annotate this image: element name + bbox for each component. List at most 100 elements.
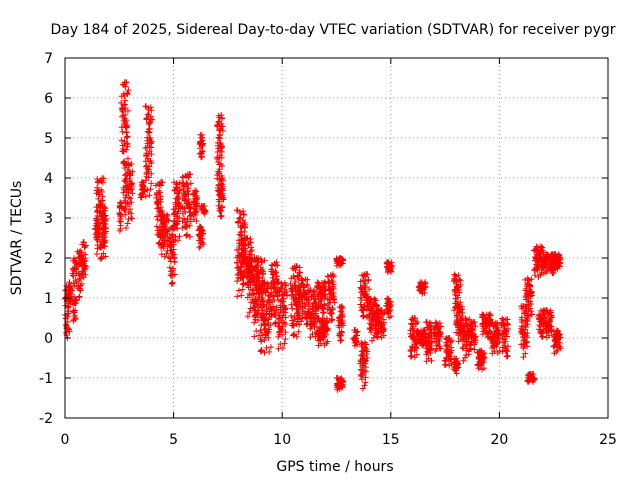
data-point [273, 259, 280, 266]
data-point [267, 321, 274, 328]
data-point [257, 256, 264, 263]
data-point [252, 266, 259, 273]
data-point [187, 213, 194, 220]
data-point [423, 319, 430, 326]
data-point [380, 310, 387, 317]
data-point [192, 209, 199, 216]
data-point [181, 215, 188, 222]
data-point [235, 287, 242, 294]
data-point [387, 313, 394, 320]
data-points [61, 79, 564, 393]
x-tick-label: 5 [169, 432, 178, 448]
data-point [422, 331, 429, 338]
data-point [149, 116, 156, 123]
data-point [129, 190, 136, 197]
data-point [129, 168, 136, 175]
data-point [290, 332, 297, 339]
data-point [279, 331, 286, 338]
data-point [298, 318, 305, 325]
data-point [329, 278, 336, 285]
data-point [370, 334, 377, 341]
data-point [181, 197, 188, 204]
data-point [220, 187, 227, 194]
data-point [219, 115, 226, 122]
data-point [170, 237, 177, 244]
data-point [457, 299, 464, 306]
data-point [215, 119, 222, 126]
data-point [200, 140, 207, 147]
data-point [452, 273, 459, 280]
data-point [266, 348, 273, 355]
data-point [272, 320, 279, 327]
data-point [353, 329, 360, 336]
data-point [260, 282, 267, 289]
data-point [364, 354, 371, 361]
data-point [454, 361, 461, 368]
data-point [324, 296, 331, 303]
data-point [198, 153, 205, 160]
data-point [522, 350, 529, 357]
data-point [187, 180, 194, 187]
data-point [317, 340, 324, 347]
data-point [542, 315, 549, 322]
data-point [281, 340, 288, 347]
data-point [117, 222, 124, 229]
data-point [148, 151, 155, 158]
data-point [458, 312, 465, 319]
data-point [73, 297, 80, 304]
data-point [531, 375, 538, 382]
data-point [153, 194, 160, 201]
data-point [244, 235, 251, 242]
data-point [251, 255, 258, 262]
data-point [176, 185, 183, 192]
data-point [69, 287, 76, 294]
data-point [175, 237, 182, 244]
data-point [363, 341, 370, 348]
data-point [542, 269, 549, 276]
data-point [557, 345, 564, 352]
data-point [242, 249, 249, 256]
data-point [148, 107, 155, 114]
data-point [326, 304, 333, 311]
data-point [311, 311, 318, 318]
data-point [263, 285, 270, 292]
data-point [503, 333, 510, 340]
data-point [102, 253, 109, 260]
data-point [218, 143, 225, 150]
data-point [264, 330, 271, 337]
data-point [320, 309, 327, 316]
data-point [124, 220, 131, 227]
data-point [122, 97, 129, 104]
data-point [123, 117, 130, 124]
data-point [321, 302, 328, 309]
data-point [102, 205, 109, 212]
data-point [127, 195, 134, 202]
y-tick-label: 4 [44, 171, 53, 187]
data-point [261, 257, 268, 264]
data-point [268, 292, 275, 299]
data-point [185, 196, 192, 203]
x-axis-label: GPS time / hours [276, 459, 393, 475]
data-point [290, 322, 297, 329]
data-point [294, 263, 301, 270]
data-point [354, 332, 361, 339]
data-point [282, 282, 289, 289]
data-point [274, 284, 281, 291]
data-point [248, 244, 255, 251]
data-point [454, 294, 461, 301]
data-point [185, 185, 192, 192]
data-point [539, 333, 546, 340]
data-point [526, 305, 533, 312]
data-point [496, 347, 503, 354]
data-point [463, 317, 470, 324]
axis-ticks: 0 5 10 15 20 25 -2 -1 0 1 2 3 4 5 6 7 [39, 51, 617, 448]
data-point [186, 233, 193, 240]
data-point [545, 310, 552, 317]
data-point [301, 308, 308, 315]
data-point [496, 338, 503, 345]
x-tick-label: 15 [382, 432, 400, 448]
data-point [472, 333, 479, 340]
data-point [502, 338, 509, 345]
data-point [144, 111, 151, 118]
data-point [187, 218, 194, 225]
